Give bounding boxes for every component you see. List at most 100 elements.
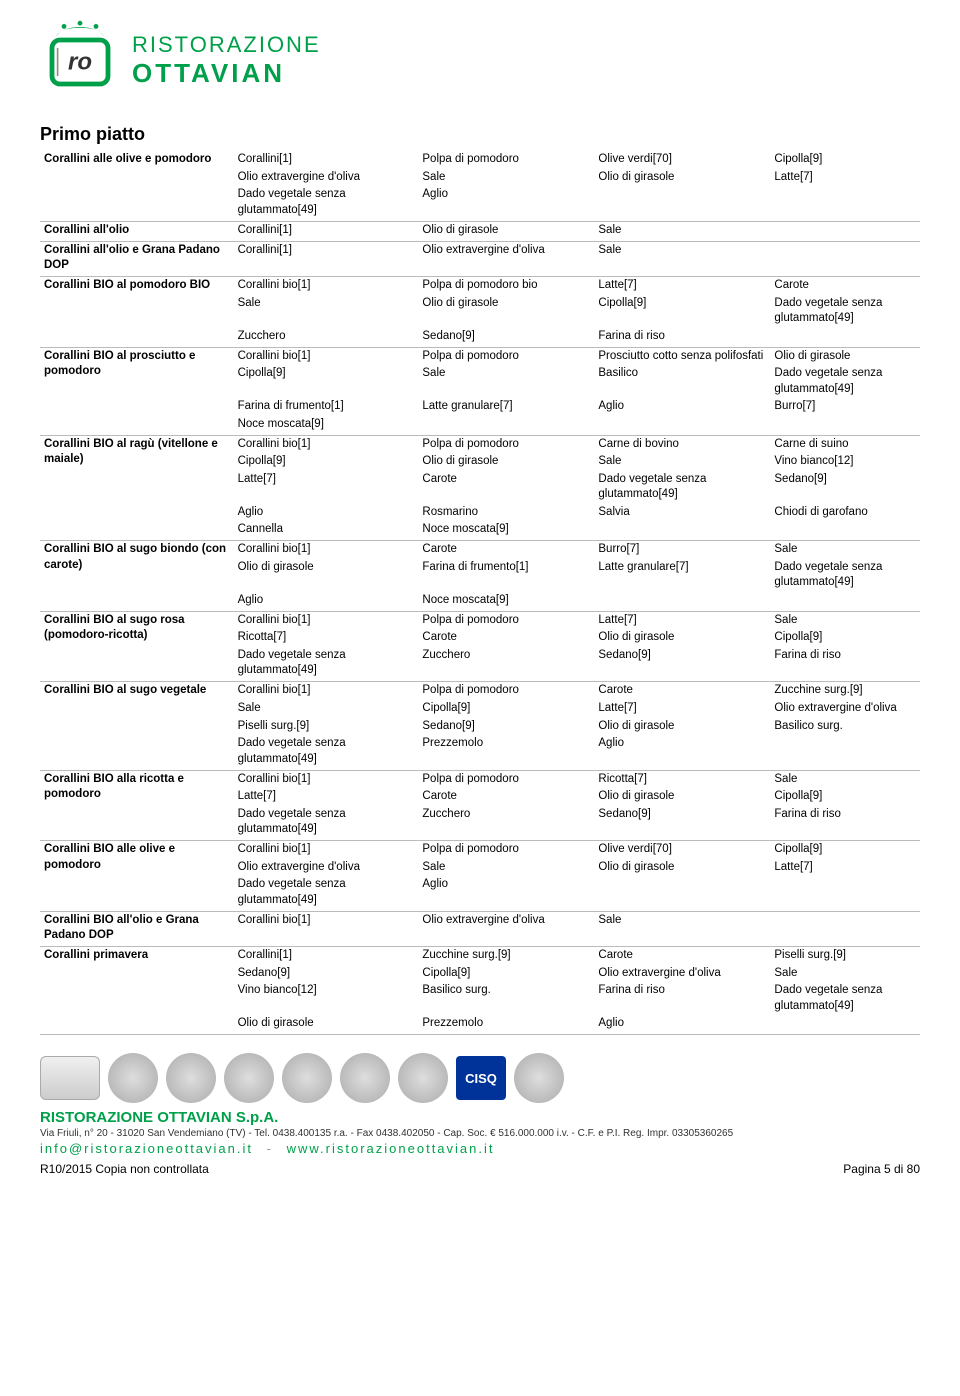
section-title: Primo piatto bbox=[40, 124, 920, 145]
table-row: Corallini BIO al sugo vegetaleCorallini … bbox=[40, 682, 920, 700]
ingredient-cell: Sale bbox=[770, 770, 920, 788]
ingredient-cell: Olive verdi[70] bbox=[594, 151, 770, 169]
ingredient-cell: Latte[7] bbox=[594, 611, 770, 629]
ingredient-cell: Corallini bio[1] bbox=[234, 541, 419, 559]
ingredient-cell: Aglio bbox=[234, 504, 419, 522]
ingredient-cell bbox=[770, 186, 920, 219]
ingredient-cell: Zucchero bbox=[418, 647, 594, 680]
ingredient-cell: Latte granulare[7] bbox=[418, 398, 594, 416]
ingredient-cell: Basilico surg. bbox=[418, 982, 594, 1015]
ingredient-cell bbox=[770, 911, 920, 945]
ingredient-cell: Olio di girasole bbox=[594, 859, 770, 877]
brand-line2: OTTAVIAN bbox=[132, 58, 321, 89]
ingredient-cell: Polpa di pomodoro bbox=[418, 682, 594, 700]
ingredient-cell: Olio extravergine d'oliva bbox=[594, 965, 770, 983]
ingredient-cell: Corallini bio[1] bbox=[234, 277, 419, 295]
ingredient-cell: Salvia bbox=[594, 504, 770, 522]
page-footer: R10/2015 Copia non controllata Pagina 5 … bbox=[40, 1162, 920, 1176]
ingredient-cell: Latte[7] bbox=[234, 788, 419, 806]
ingredient-cell: Ricotta[7] bbox=[594, 770, 770, 788]
dish-name-cell: Corallini alle olive e pomodoro bbox=[40, 151, 234, 219]
ingredient-cell bbox=[594, 521, 770, 539]
ingredient-cell: Latte[7] bbox=[594, 700, 770, 718]
ingredient-cell: Sale bbox=[770, 541, 920, 559]
footer-right: Pagina 5 di 80 bbox=[843, 1162, 920, 1176]
table-row: Corallini BIO al prosciutto e pomodoroCo… bbox=[40, 347, 920, 365]
ingredient-cell: Olio extravergine d'oliva bbox=[234, 859, 419, 877]
ingredient-cell: Corallini[1] bbox=[234, 947, 419, 965]
ingredient-cell: Cipolla[9] bbox=[594, 295, 770, 328]
ingredient-cell: Olio extravergine d'oliva bbox=[418, 911, 594, 945]
ingredient-cell: Dado vegetale senza glutammato[49] bbox=[770, 295, 920, 328]
ingredient-cell bbox=[770, 735, 920, 768]
ingredient-cell: Corallini[1] bbox=[234, 151, 419, 169]
ingredient-cell: Sale bbox=[770, 965, 920, 983]
csqa-badge bbox=[398, 1053, 448, 1103]
ingredient-cell: Aglio bbox=[234, 592, 419, 610]
brand-line1: RISTORAZIONE bbox=[132, 32, 321, 58]
ingredient-cell: Chiodi di garofano bbox=[770, 504, 920, 522]
ingredient-cell: Olio di girasole bbox=[234, 559, 419, 592]
ingredient-cell: Sedano[9] bbox=[594, 806, 770, 839]
ingredient-cell: Noce moscata[9] bbox=[234, 416, 419, 434]
dish-name-cell: Corallini BIO alla ricotta e pomodoro bbox=[40, 770, 234, 839]
ingredient-cell: Farina di riso bbox=[770, 647, 920, 680]
ingredient-cell: Dado vegetale senza glutammato[49] bbox=[770, 559, 920, 592]
ingredient-cell bbox=[770, 221, 920, 239]
ingredient-cell: Zucchero bbox=[234, 328, 419, 346]
ingredient-cell: Dado vegetale senza glutammato[49] bbox=[234, 735, 419, 768]
ingredient-cell: Sale bbox=[594, 453, 770, 471]
ingredient-cell: Polpa di pomodoro bbox=[418, 151, 594, 169]
table-row: Corallini BIO all'olio e Grana Padano DO… bbox=[40, 911, 920, 945]
ingredient-cell: Sedano[9] bbox=[770, 471, 920, 504]
ingredient-cell: Corallini bio[1] bbox=[234, 841, 419, 859]
dish-name-cell: Corallini BIO al sugo biondo (con carote… bbox=[40, 541, 234, 610]
dish-name-cell: Corallini all'olio bbox=[40, 221, 234, 239]
ingredient-cell: Aglio bbox=[594, 1015, 770, 1033]
ingredient-cell: Carote bbox=[594, 947, 770, 965]
ingredient-cell: Sedano[9] bbox=[594, 647, 770, 680]
ingredient-cell bbox=[594, 592, 770, 610]
ingredient-cell: Latte[7] bbox=[770, 169, 920, 187]
ingredient-cell: Burro[7] bbox=[770, 398, 920, 416]
ingredient-cell: Cipolla[9] bbox=[770, 151, 920, 169]
ingredient-cell: Carote bbox=[418, 788, 594, 806]
ingredient-cell: Olio extravergine d'oliva bbox=[770, 700, 920, 718]
ingredient-cell: Olio extravergine d'oliva bbox=[234, 169, 419, 187]
ingredient-cell: Dado vegetale senza glutammato[49] bbox=[770, 982, 920, 1015]
cisq-badge: CISQ bbox=[456, 1056, 506, 1100]
ingredient-cell: Cannella bbox=[234, 521, 419, 539]
dish-name-cell: Corallini BIO al ragù (vitellone e maial… bbox=[40, 435, 234, 539]
ingredient-cell: Burro[7] bbox=[594, 541, 770, 559]
ingredient-cell: Corallini bio[1] bbox=[234, 611, 419, 629]
ingredient-cell: Farina di riso bbox=[594, 982, 770, 1015]
ingredient-cell: Aglio bbox=[594, 735, 770, 768]
table-row: Corallini BIO al sugo biondo (con carote… bbox=[40, 541, 920, 559]
ingredient-cell bbox=[594, 186, 770, 219]
ingredient-cell: Sedano[9] bbox=[234, 965, 419, 983]
menu-table: Corallini alle olive e pomodoroCorallini… bbox=[40, 151, 920, 1035]
ingredient-cell: Cipolla[9] bbox=[234, 365, 419, 398]
ingredient-cell: Prezzemolo bbox=[418, 1015, 594, 1033]
ingredient-cell: Olive verdi[70] bbox=[594, 841, 770, 859]
ingredient-cell bbox=[770, 521, 920, 539]
ingredient-cell: Vino bianco[12] bbox=[770, 453, 920, 471]
ingredient-cell: Olio di girasole bbox=[594, 629, 770, 647]
ingredient-cell: Corallini bio[1] bbox=[234, 682, 419, 700]
ingredient-cell: Basilico bbox=[594, 365, 770, 398]
dish-name-cell: Corallini BIO all'olio e Grana Padano DO… bbox=[40, 911, 234, 945]
ingredient-cell: Farina di frumento[1] bbox=[234, 398, 419, 416]
ingredient-cell: Cipolla[9] bbox=[418, 700, 594, 718]
footer-web: info@ristorazioneottavian.it - www.risto… bbox=[40, 1141, 920, 1156]
ingredient-cell: Prosciutto cotto senza polifosfati bbox=[594, 347, 770, 365]
ingredient-cell: Sale bbox=[594, 221, 770, 239]
ingredient-cell bbox=[418, 416, 594, 434]
ingredient-cell: Carote bbox=[418, 629, 594, 647]
table-row: Corallini alle olive e pomodoroCorallini… bbox=[40, 151, 920, 169]
table-row: Corallini BIO alla ricotta e pomodoroCor… bbox=[40, 770, 920, 788]
dish-name-cell: Corallini primavera bbox=[40, 947, 234, 1033]
ingredient-cell: Zucchine surg.[9] bbox=[770, 682, 920, 700]
ingredient-cell: Olio di girasole bbox=[234, 1015, 419, 1033]
cert-badge bbox=[40, 1056, 100, 1100]
ingredient-cell: Basilico surg. bbox=[770, 718, 920, 736]
